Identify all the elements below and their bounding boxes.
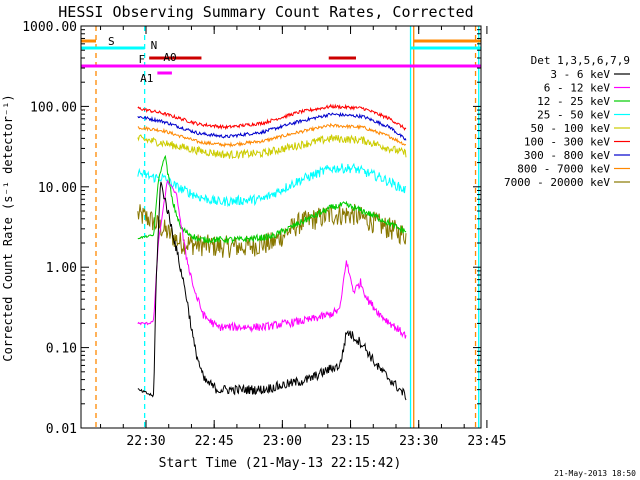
x-tick-label: 23:00 xyxy=(263,434,302,449)
flag-bar-label: A1 xyxy=(140,72,153,85)
flag-bar-label: F xyxy=(139,53,146,66)
vertical-marker-lines xyxy=(95,26,480,428)
x-tick-label: 23:15 xyxy=(331,434,370,449)
axis-ticks: 1000.00 100.00 10.00 1.00 0.10 0.01 22:30 22:45… xyxy=(22,20,506,449)
y-axis-label: Corrected Count Rate (s⁻¹ detector⁻¹) xyxy=(1,94,15,361)
y-tick-label: 10.00 xyxy=(38,181,77,196)
y-tick-label: 0.01 xyxy=(46,422,77,437)
x-tick-label: 23:45 xyxy=(467,434,506,449)
series-lines xyxy=(137,103,407,401)
series-line xyxy=(137,203,407,258)
series-line xyxy=(137,103,407,131)
legend-label: 12 - 25 keV xyxy=(537,95,610,108)
legend-label: 7000 - 20000 keV xyxy=(504,176,610,189)
x-axis-label: Start Time (21-May-13 22:15:42) xyxy=(159,456,402,471)
series-line xyxy=(137,181,407,401)
series-line xyxy=(137,179,407,339)
legend-label: 6 - 12 keV xyxy=(544,82,611,95)
legend-label: 50 - 100 keV xyxy=(531,122,611,135)
x-tick-label: 22:30 xyxy=(126,434,165,449)
legend-label: 3 - 6 keV xyxy=(550,68,610,81)
legend-label: 25 - 50 keV xyxy=(537,109,610,122)
series-line xyxy=(137,134,407,160)
plot-frame xyxy=(80,25,482,429)
x-tick-label: 23:30 xyxy=(399,434,438,449)
y-tick-label: 0.10 xyxy=(46,342,77,357)
chart-title: HESSI Observing Summary Count Rates, Cor… xyxy=(58,3,473,21)
series-line xyxy=(137,122,407,148)
legend-title: Det 1,3,5,6,7,9 xyxy=(531,54,630,67)
flag-bar-label: N xyxy=(151,39,158,52)
y-tick-label: 100.00 xyxy=(30,100,77,115)
x-tick-label: 22:45 xyxy=(195,434,234,449)
series-line xyxy=(137,154,407,244)
y-tick-label: 1.00 xyxy=(46,261,77,276)
footer-date: 21-May-2013 18:50 xyxy=(554,469,636,478)
y-tick-label: 1000.00 xyxy=(22,20,77,35)
series-line xyxy=(137,111,407,141)
flag-bar-label: A0 xyxy=(163,51,176,64)
flag-bar-label: S xyxy=(108,35,115,48)
series-line xyxy=(137,162,407,208)
flag-bars: S NF A0 A1 xyxy=(81,35,481,85)
legend-label: 800 - 7000 keV xyxy=(517,163,610,176)
legend-label: 300 - 800 keV xyxy=(524,149,610,162)
legend-label: 100 - 300 keV xyxy=(524,136,610,149)
